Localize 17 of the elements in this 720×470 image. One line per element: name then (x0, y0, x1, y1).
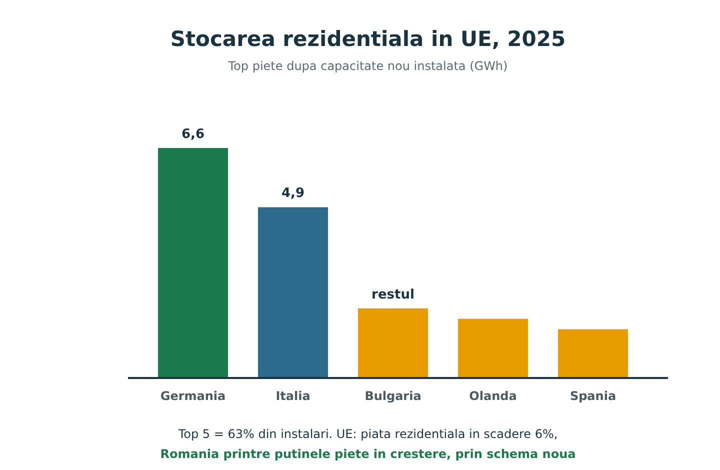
chart-subtitle: Top piete dupa capacitate nou instalata (GWh) (227, 59, 508, 73)
data-label: 6,6 (181, 127, 205, 142)
chart-title: Stocarea rezidentiala in UE, 2025 (170, 27, 566, 51)
x-tick-label: Germania (160, 389, 226, 403)
data-label: 4,9 (281, 186, 305, 202)
text: Top 5 = 63% din instalari. UE: piata rezidentiala in scadere 6%, (177, 427, 558, 441)
data-label: restul (372, 287, 414, 302)
x-tick-label: Italia (276, 389, 310, 403)
bar (358, 308, 428, 378)
x-tick-label: Spania (570, 389, 616, 403)
x-tick-label: Bulgaria (364, 389, 422, 403)
bar (458, 318, 528, 378)
bar (158, 148, 228, 378)
text: Romania printre putinele piete in crestere, prin schema noua (160, 447, 576, 461)
bar (258, 207, 328, 378)
bar (558, 329, 628, 378)
x-tick-label: Olanda (469, 389, 517, 403)
